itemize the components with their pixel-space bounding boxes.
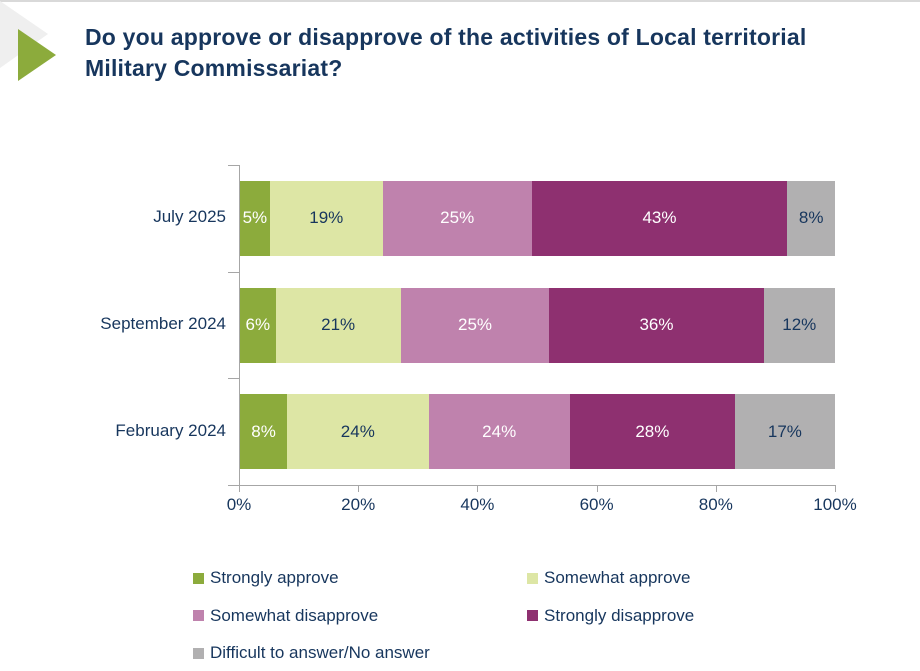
x-axis-label: 80% bbox=[698, 495, 733, 514]
bar-segment: 43% bbox=[531, 180, 788, 256]
category-label: July 2025 bbox=[153, 207, 226, 227]
bar-segment: 12% bbox=[763, 287, 835, 363]
bar-row: 5% 19% 25% 43% 8% bbox=[240, 180, 835, 256]
y-axis-line bbox=[239, 165, 240, 485]
legend-label: Strongly approve bbox=[210, 568, 339, 587]
segment-value-label: 36% bbox=[639, 315, 674, 334]
bar-segment: 5% bbox=[240, 180, 270, 256]
legend-label: Somewhat approve bbox=[544, 568, 691, 587]
legend-item: Strongly approve bbox=[193, 567, 339, 589]
bar-segment: 25% bbox=[382, 180, 532, 256]
segment-value-label: 19% bbox=[309, 208, 344, 228]
legend-item: Somewhat disapprove bbox=[193, 605, 378, 627]
x-axis-tick bbox=[477, 486, 479, 492]
segment-value-label: 25% bbox=[457, 315, 493, 334]
bar-row: 6% 21% 25% 36% 12% bbox=[240, 287, 835, 363]
segment-value-label: 24% bbox=[482, 421, 517, 441]
legend-item: Difficult to answer/No answer bbox=[193, 642, 430, 664]
x-axis-label: 100% bbox=[813, 495, 857, 514]
legend-swatch-icon bbox=[193, 647, 204, 659]
legend-swatch-icon bbox=[527, 572, 538, 584]
bar-segment: 36% bbox=[549, 287, 764, 363]
y-axis-tick bbox=[228, 165, 239, 166]
x-axis-tick bbox=[596, 486, 598, 492]
segment-value-label: 6% bbox=[245, 315, 271, 334]
x-axis-label: 60% bbox=[579, 495, 614, 514]
legend-label: Difficult to answer/No answer bbox=[210, 643, 430, 662]
legend-label: Somewhat disapprove bbox=[210, 605, 379, 625]
segment-value-label: 28% bbox=[635, 421, 670, 441]
category-label: February 2024 bbox=[115, 420, 226, 440]
legend-item: Strongly disapprove bbox=[527, 605, 694, 627]
legend-label: Strongly disapprove bbox=[544, 605, 695, 625]
legend-swatch-icon bbox=[193, 572, 204, 584]
category-label: September 2024 bbox=[100, 314, 226, 333]
segment-value-label: 17% bbox=[767, 421, 802, 441]
bar-row: 8% 24% 24% 28% 17% bbox=[240, 394, 835, 470]
bar-segment: 19% bbox=[269, 180, 383, 256]
x-axis-tick bbox=[715, 486, 717, 492]
segment-value-label: 43% bbox=[642, 208, 677, 228]
x-axis-label: 0% bbox=[226, 495, 252, 514]
y-axis-tick bbox=[228, 378, 239, 380]
bar-segment: 24% bbox=[428, 394, 570, 470]
x-axis-tick bbox=[358, 486, 360, 492]
segment-value-label: 25% bbox=[440, 208, 475, 228]
bar-segment: 21% bbox=[275, 287, 401, 363]
y-axis-tick bbox=[228, 271, 239, 273]
bar-segment: 8% bbox=[240, 394, 288, 470]
x-axis-label: 20% bbox=[341, 495, 376, 514]
segment-value-label: 8% bbox=[798, 208, 824, 228]
bar-segment: 17% bbox=[734, 394, 835, 470]
chevron-green-icon bbox=[18, 29, 56, 81]
bar-segment: 24% bbox=[287, 394, 429, 470]
segment-value-label: 8% bbox=[251, 421, 276, 441]
bar-segment: 28% bbox=[569, 394, 735, 470]
x-axis-line bbox=[239, 485, 836, 486]
x-axis-label: 40% bbox=[460, 495, 495, 514]
bar-segment: 8% bbox=[787, 180, 835, 256]
x-axis-tick bbox=[239, 486, 240, 492]
segment-value-label: 12% bbox=[782, 315, 817, 334]
y-axis-tick bbox=[228, 485, 239, 486]
legend-swatch-icon bbox=[193, 610, 204, 621]
x-axis-tick bbox=[835, 486, 836, 492]
chart-title: Do you approve or disapprove of the acti… bbox=[85, 24, 807, 81]
bar-segment: 6% bbox=[240, 287, 276, 363]
segment-value-label: 5% bbox=[242, 208, 268, 228]
segment-value-label: 24% bbox=[340, 421, 375, 441]
bar-segment: 25% bbox=[400, 287, 550, 363]
legend-swatch-icon bbox=[527, 610, 538, 621]
legend-item: Somewhat approve bbox=[527, 567, 690, 589]
segment-value-label: 21% bbox=[321, 315, 356, 334]
